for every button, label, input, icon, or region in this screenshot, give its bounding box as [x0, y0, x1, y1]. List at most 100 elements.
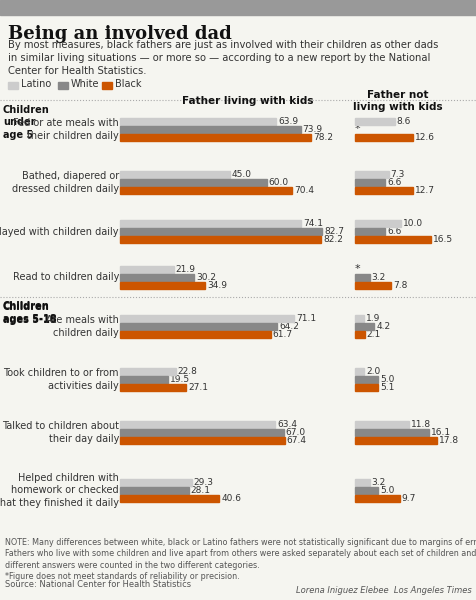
- Text: White: White: [71, 79, 99, 89]
- Text: Children
ages 5-18: Children ages 5-18: [3, 302, 57, 325]
- Text: 6.6: 6.6: [387, 178, 401, 187]
- Bar: [120, 282, 205, 289]
- Bar: [120, 323, 277, 330]
- Text: 5.1: 5.1: [380, 383, 394, 392]
- Bar: [120, 228, 321, 235]
- Bar: [354, 170, 388, 178]
- Bar: [354, 384, 377, 391]
- Text: 3.2: 3.2: [371, 273, 385, 282]
- Bar: [120, 315, 293, 322]
- Text: Helped children with
homework or checked
that they finished it daily: Helped children with homework or checked…: [0, 473, 119, 508]
- Text: 19.5: 19.5: [169, 375, 189, 384]
- Text: 6.6: 6.6: [387, 227, 401, 236]
- Bar: [354, 323, 374, 330]
- Text: Black: Black: [115, 79, 142, 89]
- Text: Read to children daily: Read to children daily: [12, 272, 119, 283]
- Bar: [120, 421, 274, 428]
- Bar: [120, 220, 300, 227]
- Bar: [120, 368, 175, 375]
- Bar: [354, 331, 364, 338]
- Bar: [354, 429, 428, 436]
- Text: Bathed, diapered or
dressed children daily: Bathed, diapered or dressed children dai…: [12, 171, 119, 193]
- Text: 7.3: 7.3: [390, 170, 404, 179]
- Bar: [354, 236, 430, 243]
- Bar: [354, 368, 364, 375]
- Text: 63.9: 63.9: [278, 117, 298, 126]
- Bar: [8, 82, 18, 89]
- Text: Talked to children about
their day daily: Talked to children about their day daily: [2, 421, 119, 443]
- Text: *: *: [354, 264, 360, 274]
- Text: 11.8: 11.8: [410, 420, 430, 429]
- Text: 3.2: 3.2: [371, 478, 385, 487]
- Bar: [120, 495, 219, 502]
- Bar: [354, 220, 400, 227]
- Text: 10.0: 10.0: [402, 219, 422, 228]
- Text: Fed or ate meals with
their children daily: Fed or ate meals with their children dai…: [13, 118, 119, 140]
- Text: Took children to or from
activities daily: Took children to or from activities dail…: [3, 368, 119, 391]
- Bar: [354, 274, 369, 281]
- Bar: [354, 421, 408, 428]
- Text: 22.8: 22.8: [178, 367, 197, 376]
- Text: 71.1: 71.1: [295, 314, 315, 323]
- Bar: [354, 487, 377, 494]
- Text: 2.1: 2.1: [366, 330, 380, 340]
- Bar: [120, 118, 276, 125]
- Text: *: *: [354, 124, 360, 134]
- Bar: [120, 187, 291, 194]
- Text: Lorena Iniguez Elebee  Los Angeles Times: Lorena Iniguez Elebee Los Angeles Times: [296, 586, 471, 595]
- Bar: [354, 282, 390, 289]
- Text: Being an involved dad: Being an involved dad: [8, 25, 231, 43]
- Bar: [120, 170, 229, 178]
- Bar: [120, 266, 173, 273]
- Bar: [354, 479, 369, 486]
- Text: 9.7: 9.7: [401, 494, 415, 503]
- Text: 74.1: 74.1: [302, 219, 322, 228]
- Bar: [120, 437, 284, 444]
- Text: 8.6: 8.6: [396, 117, 410, 126]
- Text: Father not
living with kids: Father not living with kids: [352, 90, 442, 112]
- Bar: [120, 134, 310, 141]
- Text: 1.9: 1.9: [365, 314, 379, 323]
- Text: 21.9: 21.9: [175, 265, 195, 274]
- Text: 70.4: 70.4: [294, 186, 313, 195]
- Text: 78.2: 78.2: [313, 133, 332, 142]
- Text: 30.2: 30.2: [196, 273, 215, 282]
- Text: By most measures, black fathers are just as involved with their children as othe: By most measures, black fathers are just…: [8, 40, 437, 76]
- Bar: [120, 126, 300, 133]
- Bar: [354, 118, 394, 125]
- Text: 28.1: 28.1: [190, 486, 210, 495]
- Text: 7.8: 7.8: [392, 281, 407, 290]
- Text: Children
under
age 5: Children under age 5: [3, 105, 50, 140]
- Text: 60.0: 60.0: [268, 178, 288, 187]
- Bar: [354, 376, 377, 383]
- Bar: [120, 376, 168, 383]
- Bar: [0, 0, 476, 15]
- Bar: [354, 179, 385, 186]
- Bar: [120, 487, 188, 494]
- Text: Children
ages 5-18: Children ages 5-18: [3, 301, 57, 323]
- Bar: [120, 236, 320, 243]
- Text: 2.0: 2.0: [366, 367, 380, 376]
- Bar: [58, 82, 68, 89]
- Bar: [354, 437, 436, 444]
- Text: 5.0: 5.0: [379, 486, 394, 495]
- Text: 64.2: 64.2: [278, 322, 298, 331]
- Bar: [120, 384, 186, 391]
- Text: 16.1: 16.1: [430, 428, 450, 437]
- Bar: [102, 82, 112, 89]
- Text: 27.1: 27.1: [188, 383, 208, 392]
- Text: 34.9: 34.9: [207, 281, 227, 290]
- Bar: [120, 479, 191, 486]
- Text: Played with children daily: Played with children daily: [0, 227, 119, 236]
- Bar: [354, 134, 412, 141]
- Text: 82.7: 82.7: [324, 227, 344, 236]
- Bar: [354, 315, 363, 322]
- Text: Latino: Latino: [21, 79, 51, 89]
- Text: 82.2: 82.2: [322, 235, 342, 244]
- Text: NOTE: Many differences between white, black or Latino fathers were not statistic: NOTE: Many differences between white, bl…: [5, 538, 476, 581]
- Text: 67.0: 67.0: [285, 428, 305, 437]
- Bar: [354, 187, 413, 194]
- Bar: [354, 228, 385, 235]
- Text: 29.3: 29.3: [193, 478, 213, 487]
- Text: Ate meals with
children daily: Ate meals with children daily: [46, 316, 119, 338]
